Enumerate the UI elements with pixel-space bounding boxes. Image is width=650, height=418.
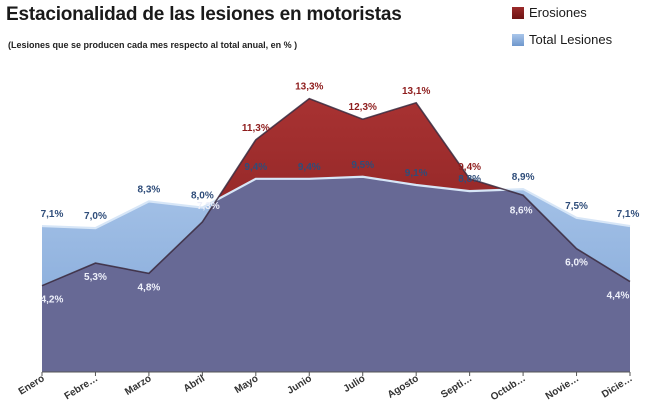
data-label-erosiones: 13,1% — [402, 86, 430, 97]
legend-swatch-total-lesiones — [512, 33, 524, 46]
legend-swatch-erosiones — [512, 6, 524, 19]
chart-subtitle: (Lesiones que se producen cada mes respe… — [8, 40, 298, 50]
legend-label-total-lesiones: Total Lesiones — [529, 32, 613, 47]
data-label-erosiones: 11,3% — [242, 123, 270, 134]
data-label-erosiones: 8,6% — [510, 205, 533, 216]
data-label-total-lesiones: 7,0% — [84, 211, 107, 222]
data-label-erosiones: 4,8% — [138, 282, 161, 293]
x-tick-label: Abril — [182, 373, 207, 395]
data-label-erosiones: 7,3% — [197, 201, 220, 212]
data-label-total-lesiones: 7,5% — [565, 201, 588, 212]
data-label-erosiones: 5,3% — [84, 272, 107, 283]
data-label-erosiones: 12,3% — [349, 102, 377, 113]
data-label-total-lesiones: 9,4% — [244, 162, 267, 173]
data-label-erosiones: 4,2% — [41, 295, 64, 306]
x-tick-label: Enero — [17, 373, 47, 397]
data-label-total-lesiones: 8,9% — [512, 172, 535, 183]
x-tick-label: Marzo — [123, 373, 153, 398]
data-label-total-lesiones: 8,3% — [138, 184, 161, 195]
data-label-total-lesiones: 9,1% — [405, 168, 428, 179]
line-total-lesiones — [41, 175, 631, 230]
data-label-erosiones: 13,3% — [295, 82, 323, 93]
x-tick-label: Dicie… — [600, 373, 635, 400]
legend-item-erosiones: Erosiones — [512, 5, 587, 20]
x-tick-label: Octub… — [489, 373, 528, 403]
area-overlap — [42, 176, 630, 372]
chart-title: Estacionalidad de las lesiones en motori… — [6, 4, 402, 25]
x-tick-label: Julio — [342, 373, 368, 395]
data-label-total-lesiones: 7,1% — [617, 209, 640, 220]
legend-label-erosiones: Erosiones — [529, 5, 587, 20]
data-label-total-lesiones: 9,4% — [298, 162, 321, 173]
x-tick-label: Febre… — [63, 373, 100, 402]
data-label-erosiones: 6,0% — [565, 258, 588, 269]
data-label-total-lesiones: 8,0% — [191, 191, 214, 202]
x-tick-label: Mayo — [233, 373, 261, 396]
x-tick-label: Junio — [285, 373, 313, 396]
x-tick-label: Septi… — [439, 373, 474, 401]
data-label-erosiones: 9,4% — [458, 162, 481, 173]
legend-item-total-lesiones: Total Lesiones — [512, 32, 612, 47]
x-tick-label: Agosto — [386, 373, 421, 401]
data-label-total-lesiones: 8,8% — [458, 174, 481, 185]
x-tick-label: Novie… — [544, 373, 581, 402]
data-label-total-lesiones: 7,1% — [41, 209, 64, 220]
data-label-total-lesiones: 9,5% — [351, 160, 374, 171]
line-erosiones — [41, 97, 631, 287]
data-label-erosiones: 4,4% — [607, 291, 630, 302]
